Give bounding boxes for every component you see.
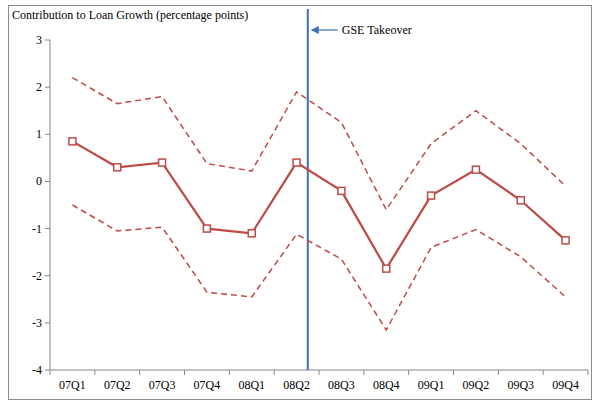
y-tick-label: 0	[36, 174, 42, 188]
x-tick	[94, 370, 95, 375]
plot-area	[72, 78, 565, 330]
marker	[203, 225, 210, 232]
x-tick-label: 08Q2	[283, 378, 310, 392]
series-line	[72, 78, 565, 210]
series-line	[72, 205, 565, 330]
y-tick-label: -1	[32, 222, 42, 236]
marker	[472, 166, 479, 173]
x-tick-label: 07Q2	[104, 378, 131, 392]
y-tick-label: -3	[32, 316, 42, 330]
y-tick	[45, 40, 50, 41]
y-tick	[45, 134, 50, 135]
x-tick	[453, 370, 454, 375]
y-tick-label: 2	[36, 80, 42, 94]
x-tick-label: 09Q2	[463, 378, 490, 392]
marker	[293, 159, 300, 166]
chart: Contribution to Loan Growth (percentage …	[0, 0, 600, 409]
x-tick	[274, 370, 275, 375]
marker	[338, 187, 345, 194]
x-tick	[363, 370, 364, 375]
x-tick	[139, 370, 140, 375]
y-tick	[45, 228, 50, 229]
marker	[428, 192, 435, 199]
x-tick	[50, 370, 51, 375]
x-tick	[408, 370, 409, 375]
annotation-text: GSE Takeover	[342, 23, 412, 37]
y-axis	[50, 40, 51, 370]
y-tick-label: 3	[36, 33, 42, 47]
marker	[562, 237, 569, 244]
y-tick	[45, 87, 50, 88]
marker	[69, 138, 76, 145]
x-tick	[543, 370, 544, 375]
series-line	[72, 141, 565, 268]
annotation-arrowhead	[311, 26, 319, 34]
marker	[383, 265, 390, 272]
marker	[159, 159, 166, 166]
x-tick	[184, 370, 185, 375]
y-tick	[45, 322, 50, 323]
y-tick-label: -4	[32, 363, 42, 377]
y-tick	[45, 370, 50, 371]
marker	[114, 164, 121, 171]
x-tick	[319, 370, 320, 375]
marker	[517, 197, 524, 204]
x-tick-label: 07Q3	[149, 378, 176, 392]
x-tick-label: 08Q4	[373, 378, 400, 392]
y-tick-label: -2	[32, 269, 42, 283]
y-tick	[45, 181, 50, 182]
x-tick-label: 08Q3	[328, 378, 355, 392]
x-tick	[498, 370, 499, 375]
x-tick-label: 09Q1	[418, 378, 445, 392]
y-tick-label: 1	[36, 127, 42, 141]
annotation-line	[307, 9, 309, 370]
x-tick-label: 07Q4	[194, 378, 221, 392]
marker	[248, 230, 255, 237]
x-tick-label: 08Q1	[238, 378, 265, 392]
frame	[9, 6, 592, 400]
x-tick	[588, 370, 589, 375]
x-tick-label: 09Q3	[507, 378, 534, 392]
y-tick	[45, 275, 50, 276]
y-axis-label: Contribution to Loan Growth (percentage …	[12, 8, 248, 22]
x-tick	[229, 370, 230, 375]
x-tick-label: 07Q1	[59, 378, 86, 392]
x-tick-label: 09Q4	[552, 378, 579, 392]
